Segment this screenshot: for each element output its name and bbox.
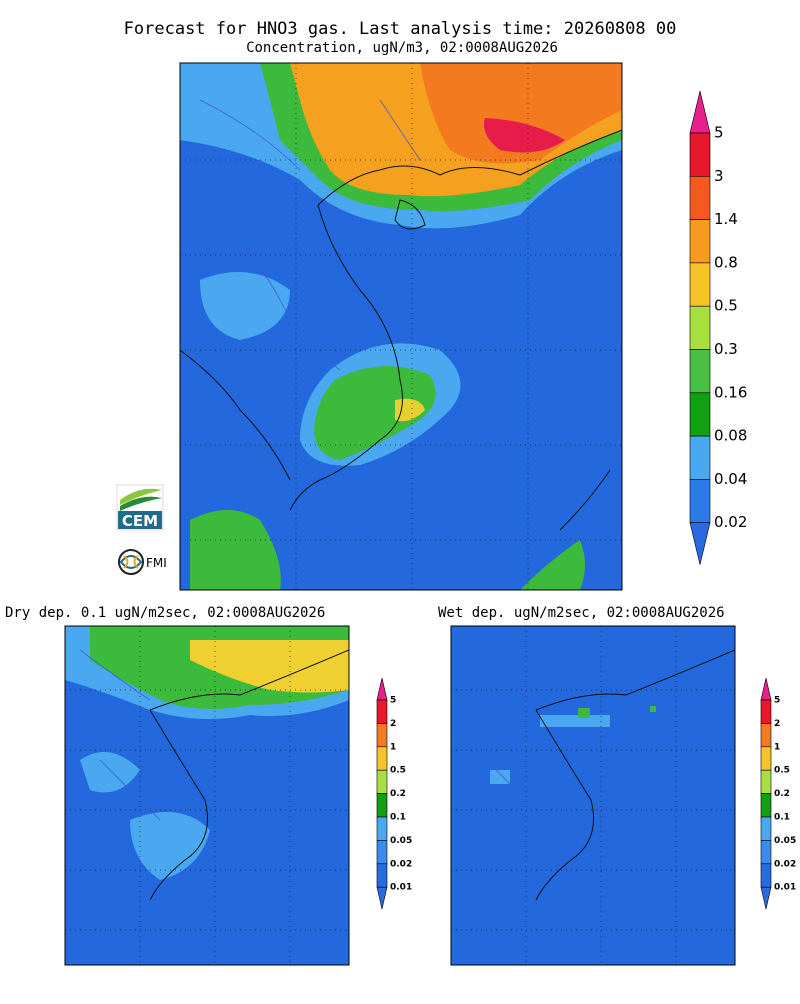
colorbar-label: 0.3 <box>714 340 738 358</box>
subtitle: Concentration, ugN/m3, 02:0008AUG2026 <box>246 40 558 56</box>
colorbar-label: 0.5 <box>390 766 406 776</box>
colorbar-band <box>689 219 711 264</box>
colorbar-label: 0.02 <box>714 513 747 531</box>
colorbar-label: 0.1 <box>390 813 406 823</box>
colorbar-cap <box>376 886 388 910</box>
colorbar-band <box>760 840 772 865</box>
colorbar-band <box>376 816 388 841</box>
colorbar-band <box>689 132 711 177</box>
logo-text: FMI <box>146 556 167 570</box>
colorbar-band <box>760 863 772 888</box>
colorbar-label: 1 <box>774 742 780 752</box>
colorbar-label: 3 <box>714 167 724 185</box>
colorbar-band <box>760 723 772 748</box>
grid <box>180 63 622 590</box>
subtitle: Dry dep. 0.1 ugN/m2sec, 02:0008AUG2026 <box>5 605 325 621</box>
fmi-logo: FMI <box>118 549 167 575</box>
colorbar-band <box>689 435 711 480</box>
colorbar-label: 0.5 <box>714 297 738 315</box>
colorbar-label: 0.2 <box>774 789 790 799</box>
colorbar-label: 0.05 <box>774 836 796 846</box>
colorbar-label: 0.02 <box>390 859 412 869</box>
colorbar-band <box>689 479 711 523</box>
subtitle: Wet dep. ugN/m2sec, 02:0008AUG2026 <box>438 605 725 621</box>
colorbar-band <box>376 746 388 771</box>
colorbar-band <box>689 349 711 394</box>
title: Forecast for HNO3 gas. Last analysis tim… <box>124 19 677 39</box>
colorbar-band <box>689 392 711 437</box>
colorbar-label: 0.8 <box>714 253 738 271</box>
colorbar-band <box>376 840 388 865</box>
colorbar-label: 0.04 <box>714 470 747 488</box>
colorbar-band <box>760 793 772 818</box>
colorbar-band <box>689 305 711 350</box>
colorbar-label: 5 <box>774 696 780 706</box>
colorbar-band <box>760 746 772 771</box>
colorbar-label: 2 <box>774 719 780 729</box>
colorbar-label: 5 <box>390 696 396 706</box>
colorbar-label: 0.5 <box>774 766 790 776</box>
map-frame <box>450 625 736 966</box>
colorbar-label: 0.08 <box>714 427 747 445</box>
colorbar-label: 1.4 <box>714 210 738 228</box>
wet-map <box>451 626 735 965</box>
map-frame <box>179 62 623 591</box>
colorbar-label: 1 <box>390 742 396 752</box>
colorbar-band <box>760 816 772 841</box>
colorbar-label: 0.05 <box>390 836 412 846</box>
colorbar-label: 0.01 <box>774 883 796 893</box>
colorbar-label: 0.01 <box>390 883 412 893</box>
colorbar-band <box>376 793 388 818</box>
colorbar-band <box>760 699 772 724</box>
colorbar-label: 0.2 <box>390 789 406 799</box>
cem-logo: CEM <box>116 484 164 531</box>
colorbar-band <box>376 699 388 724</box>
main-map <box>180 63 622 590</box>
colorbar-label: 5 <box>714 124 724 142</box>
colorbar-band <box>689 262 711 307</box>
colorbar-band <box>689 176 711 220</box>
map-frame <box>64 625 350 966</box>
colorbar-cap <box>760 886 772 910</box>
colorbar-label: 0.1 <box>774 813 790 823</box>
logo-text: CEM <box>122 512 158 530</box>
colorbar-label: 2 <box>390 719 396 729</box>
colorbar-band <box>376 863 388 888</box>
colorbar-band <box>760 769 772 794</box>
colorbar-band <box>376 723 388 748</box>
colorbar-cap <box>689 90 711 134</box>
colorbar-band <box>376 769 388 794</box>
colorbar-label: 0.16 <box>714 383 747 401</box>
colorbar-cap <box>376 677 388 701</box>
colorbar-label: 0.02 <box>774 859 796 869</box>
dry-map <box>65 626 349 965</box>
colorbar-cap <box>760 677 772 701</box>
colorbar-cap <box>689 522 711 565</box>
